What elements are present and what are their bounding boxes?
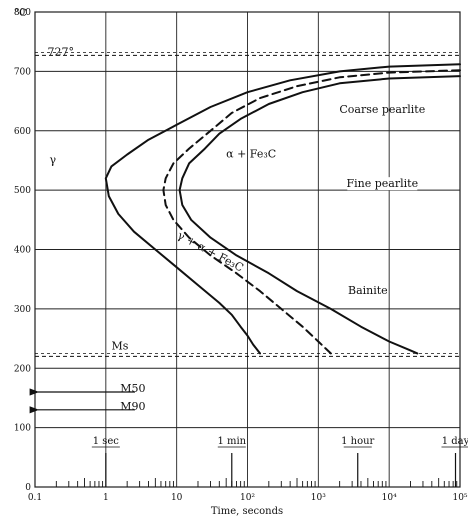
y-tick-label: 700 (14, 67, 31, 77)
annotation-label: Coarse pearlite (339, 103, 425, 116)
annotation-label: γ + α + Fe₃C (175, 229, 245, 275)
annotation-label: M90 (120, 400, 145, 413)
reference-lines (29, 51, 460, 414)
y-tick-label: 600 (14, 127, 31, 137)
annotation-label: α + Fe₃C (226, 147, 276, 160)
annotation-label: Fine pearlite (347, 177, 419, 190)
y-tick-label: 400 (14, 246, 31, 256)
y-tick-label: 200 (14, 364, 31, 374)
transformation-half-curve (162, 69, 461, 355)
y-axis-unit-label: °C (14, 8, 27, 19)
x-tick-label: 1 (103, 493, 109, 503)
time-markers: 1 sec 1 min 1 hour 1 day (91, 436, 468, 487)
transformation-finish-curve (178, 75, 461, 355)
x-tick-label: 10⁴ (382, 493, 397, 503)
x-tick-label: 10² (240, 493, 255, 503)
x-tick-label: 10 (171, 493, 183, 503)
y-tick-label: 0 (25, 483, 31, 493)
x-tick-label: 10⁵ (452, 493, 467, 503)
annotations: 727° γ α + Fe₃C γ + α + Fe₃C Coarse pearlite… (47, 45, 425, 412)
y-tick-label: 800 (14, 8, 31, 18)
time-marker-label: 1 hour (341, 436, 374, 447)
x-axis-label: Time, seconds (211, 506, 283, 517)
y-tick-label: 100 (14, 424, 31, 434)
time-marker-label: 1 day (442, 436, 468, 447)
y-tick-label: 500 (14, 186, 31, 196)
time-marker-label: 1 min (217, 436, 246, 447)
curves (104, 63, 461, 355)
transformation-start-curve (104, 63, 461, 355)
annotation-label: γ (49, 153, 56, 166)
y-tick-label: 300 (14, 305, 31, 315)
x-tick-label: 0.1 (28, 493, 42, 503)
grid (34, 11, 461, 488)
annotation-label: 727° (47, 45, 74, 58)
x-tick-label: 10³ (311, 493, 326, 503)
axis-ticks: 0.1 1 10 10² 10³ 10⁴ 10⁵ 0 100 200 300 400 500 600 700… (14, 8, 468, 503)
time-marker-label: 1 sec (93, 436, 120, 447)
annotation-label: Bainite (348, 284, 388, 297)
label-background (347, 177, 418, 191)
annotation-label: Ms (111, 339, 128, 352)
annotation-label: M50 (120, 382, 145, 395)
